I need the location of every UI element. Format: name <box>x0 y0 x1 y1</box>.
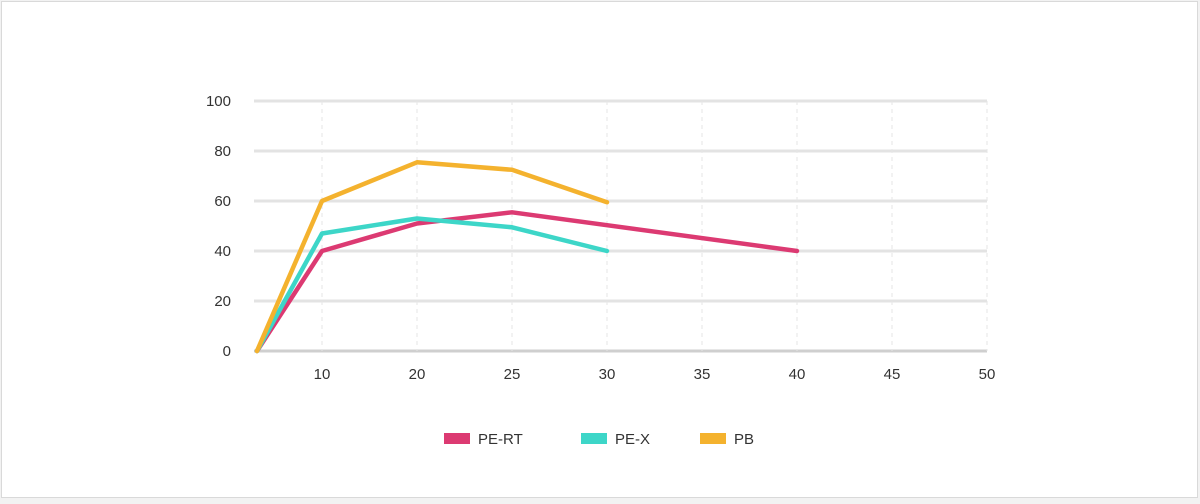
x-tick-label: 25 <box>504 366 521 383</box>
data-point <box>415 222 419 225</box>
data-point <box>510 168 514 172</box>
axes: 0 20 40 60 80 100 10 20 25 30 35 40 45 50 <box>206 93 995 383</box>
y-tick-label: 0 <box>223 343 231 360</box>
data-point <box>605 249 609 253</box>
data-point <box>320 249 324 253</box>
x-tick-label: 10 <box>314 366 331 383</box>
x-tick-label: 45 <box>884 366 901 383</box>
data-point <box>415 217 419 220</box>
data-point <box>320 199 324 203</box>
legend-label: PE-RT <box>478 431 523 448</box>
legend-item-pe-x: PE-X <box>581 431 650 448</box>
y-tick-label: 60 <box>214 193 231 210</box>
legend-label: PB <box>734 431 754 448</box>
data-point <box>415 160 419 164</box>
x-tick-label: 20 <box>409 366 426 383</box>
legend-item-pe-rt: PE-RT <box>444 431 523 448</box>
legend-label: PE-X <box>615 431 650 448</box>
x-tick-label: 30 <box>599 366 616 383</box>
y-tick-label: 20 <box>214 293 231 310</box>
grid <box>254 99 988 353</box>
data-point <box>510 210 514 214</box>
legend-item-pb: PB <box>700 431 754 448</box>
x-tick-label: 40 <box>789 366 806 383</box>
data-point <box>795 249 799 253</box>
legend: PE-RT PE-X PB <box>444 431 754 448</box>
legend-swatch <box>581 433 607 444</box>
y-tick-label: 80 <box>214 143 231 160</box>
data-point <box>510 225 514 229</box>
data-point <box>255 349 259 353</box>
series-line-pe-x <box>254 216 610 354</box>
x-tick-label: 35 <box>694 366 711 383</box>
data-point <box>605 200 609 204</box>
y-tick-label: 40 <box>214 243 231 260</box>
y-tick-label: 100 <box>206 93 231 110</box>
legend-swatch <box>700 433 726 444</box>
x-tick-label: 50 <box>979 366 996 383</box>
legend-swatch <box>444 433 470 444</box>
series <box>254 160 800 354</box>
data-point <box>320 232 324 235</box>
